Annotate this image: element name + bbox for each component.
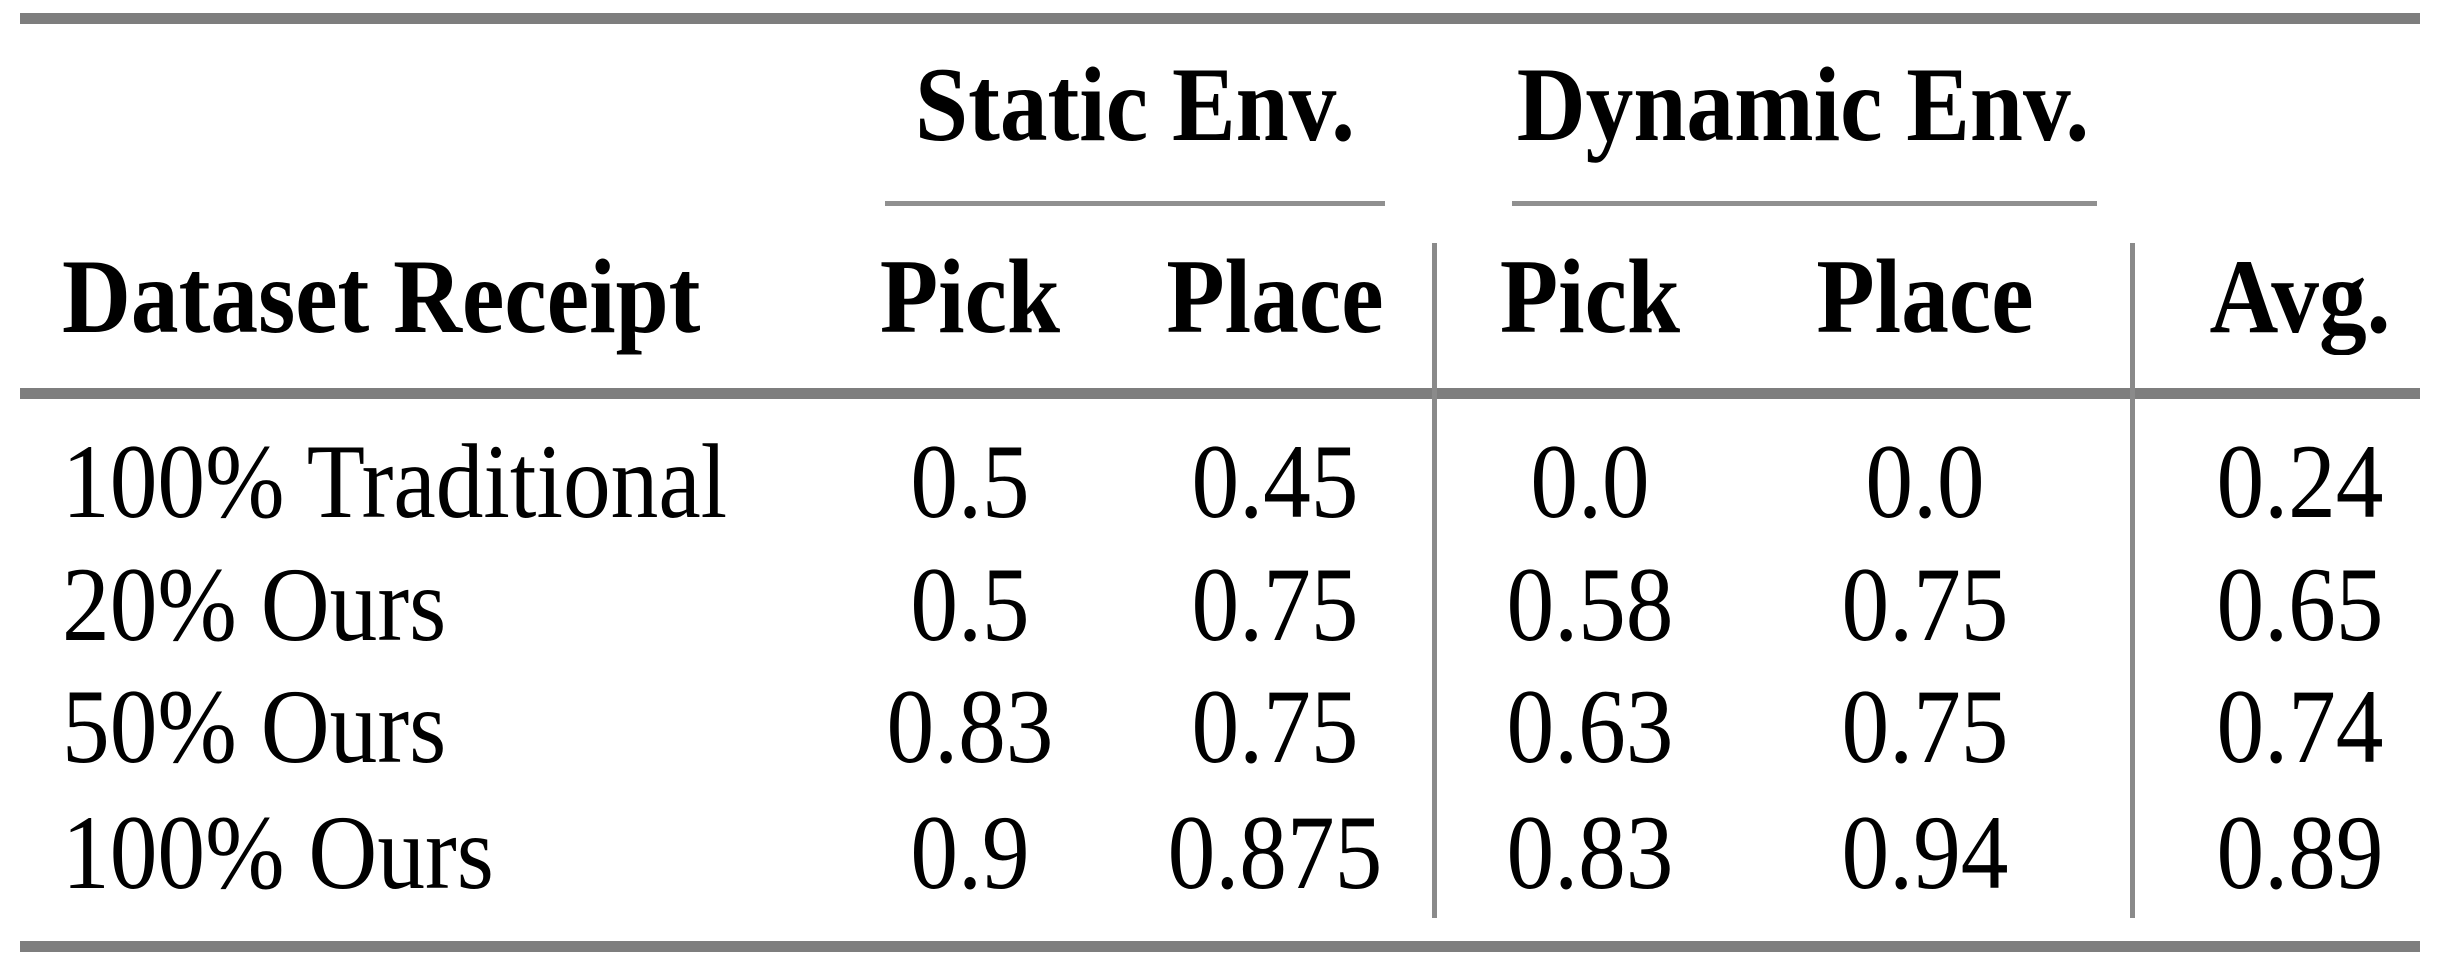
- row1-dynamic-place: 0.75: [1841, 546, 2009, 663]
- row1-avg: 0.65: [2216, 546, 2384, 663]
- row0-label: 100% Traditional: [62, 423, 728, 540]
- vertical-separator-dynamic-avg: [2130, 243, 2135, 918]
- table-top-rule: [20, 13, 2420, 24]
- row0-dynamic-place: 0.0: [1865, 423, 1985, 540]
- vertical-separator-static-dynamic: [1432, 243, 1437, 918]
- table-header-rule: [20, 388, 2420, 399]
- row2-dynamic-pick: 0.63: [1506, 668, 1674, 785]
- row1-label: 20% Ours: [62, 546, 447, 663]
- header-dynamic-pick: Pick: [1499, 238, 1681, 355]
- row3-dynamic-pick: 0.83: [1506, 794, 1674, 911]
- row0-static-pick: 0.5: [910, 423, 1030, 540]
- row3-dynamic-place: 0.94: [1841, 794, 2009, 911]
- row3-static-place: 0.875: [1167, 794, 1383, 911]
- row1-static-place: 0.75: [1191, 546, 1359, 663]
- row3-avg: 0.89: [2216, 794, 2384, 911]
- static-env-underline: [885, 201, 1385, 206]
- header-static-place: Place: [1166, 238, 1384, 355]
- row2-static-place: 0.75: [1191, 668, 1359, 785]
- header-avg: Avg.: [2209, 238, 2391, 355]
- dynamic-env-underline: [1512, 201, 2097, 206]
- header-dynamic-place: Place: [1816, 238, 2034, 355]
- row2-static-pick: 0.83: [886, 668, 1054, 785]
- row2-avg: 0.74: [2216, 668, 2384, 785]
- column-group-dynamic-env: Dynamic Env.: [1516, 46, 2090, 163]
- row2-label: 50% Ours: [62, 668, 447, 785]
- table-bottom-rule: [20, 941, 2420, 952]
- row2-dynamic-place: 0.75: [1841, 668, 2009, 785]
- row1-dynamic-pick: 0.58: [1506, 546, 1674, 663]
- row1-static-pick: 0.5: [910, 546, 1030, 663]
- row3-static-pick: 0.9: [910, 794, 1030, 911]
- row3-label: 100% Ours: [62, 794, 494, 911]
- row0-static-place: 0.45: [1191, 423, 1359, 540]
- column-group-static-env: Static Env.: [915, 46, 1355, 163]
- header-dataset-receipt: Dataset Receipt: [62, 238, 701, 355]
- row0-dynamic-pick: 0.0: [1530, 423, 1650, 540]
- row0-avg: 0.24: [2216, 423, 2384, 540]
- header-static-pick: Pick: [879, 238, 1061, 355]
